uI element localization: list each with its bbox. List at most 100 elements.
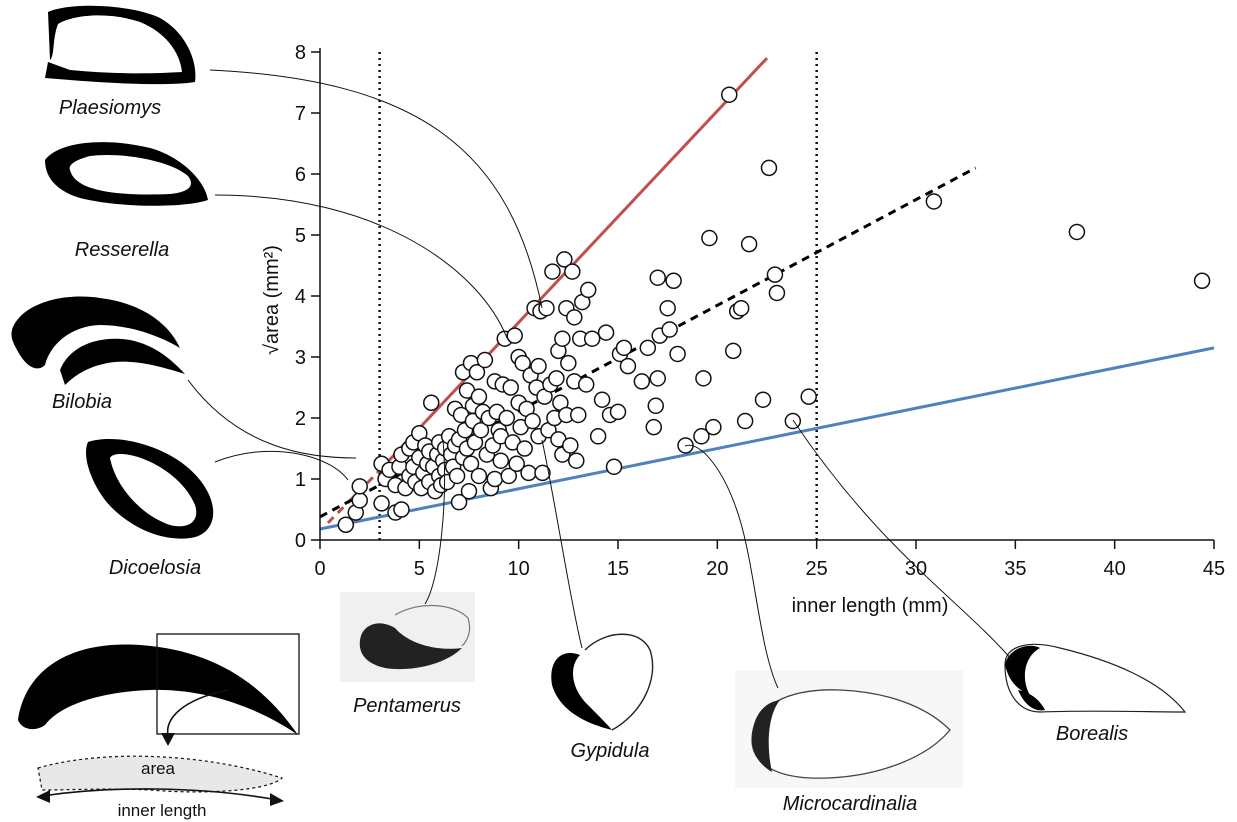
bilobia-shell-icon xyxy=(11,296,186,385)
y-axis-label: √area (mm²) xyxy=(261,245,283,355)
data-point xyxy=(724,342,742,360)
taxon-label-resserella: Resserella xyxy=(75,239,169,261)
x-tick-label: 5 xyxy=(414,558,425,580)
connector-dicoelosia xyxy=(214,450,349,481)
data-point xyxy=(593,391,611,408)
data-point xyxy=(470,467,488,485)
x-tick-label: 45 xyxy=(1203,558,1225,580)
data-point xyxy=(784,412,802,430)
data-point xyxy=(516,440,533,457)
data-point xyxy=(544,263,561,280)
data-point xyxy=(649,269,666,286)
x-axis-label: inner length (mm) xyxy=(792,595,949,617)
y-tick-label: 3 xyxy=(295,347,306,369)
data-point xyxy=(351,492,368,509)
data-point xyxy=(732,299,750,317)
data-point xyxy=(472,421,490,439)
data-point xyxy=(476,351,494,369)
y-tick-label: 5 xyxy=(295,225,306,247)
data-point xyxy=(647,397,664,415)
data-point xyxy=(534,464,551,482)
y-tick-label: 7 xyxy=(295,103,306,125)
data-point xyxy=(669,345,686,363)
data-point xyxy=(337,516,355,533)
data-point xyxy=(448,467,466,485)
dicoelosia-shell-icon xyxy=(85,439,214,539)
legend-length-arrow xyxy=(41,788,279,801)
legend-zoom-box xyxy=(156,633,300,735)
resserella-shell-icon xyxy=(45,142,208,206)
y-tick-label: 2 xyxy=(295,408,306,430)
data-point xyxy=(705,418,722,436)
x-tick-label: 35 xyxy=(1004,558,1026,580)
taxon-label-plaesiomys: Plaesiomys xyxy=(59,97,161,119)
data-point xyxy=(562,437,579,454)
y-tick-label: 0 xyxy=(295,530,306,552)
data-point xyxy=(661,321,678,338)
data-point xyxy=(530,357,547,375)
microcardinalia-shell-icon xyxy=(735,670,963,788)
data-point xyxy=(766,266,784,283)
data-point xyxy=(351,478,368,495)
connector-lines xyxy=(187,69,1013,689)
pentamerus-shell-icon xyxy=(340,592,475,682)
data-point xyxy=(492,452,510,469)
data-point xyxy=(633,373,651,390)
data-point xyxy=(538,299,555,317)
data-point xyxy=(583,330,601,347)
data-point xyxy=(925,193,943,210)
legend-length-arrowhead-right xyxy=(270,793,284,806)
gypidula-shell-icon xyxy=(551,633,654,731)
data-point xyxy=(800,388,817,405)
data-point xyxy=(570,406,587,424)
connector-gypidula xyxy=(541,439,583,649)
data-point xyxy=(736,412,754,430)
legend-arrowhead xyxy=(161,733,175,746)
data-point xyxy=(502,379,519,396)
plaesiomys-shell-icon xyxy=(45,5,196,85)
data-point xyxy=(524,412,541,430)
data-point xyxy=(760,159,778,177)
data-point xyxy=(508,455,525,472)
legend-area-label: area xyxy=(141,759,176,778)
taxon-label-gypidula: Gypidula xyxy=(571,740,650,762)
legend-shell-icon xyxy=(18,644,298,735)
y-tick-label: 8 xyxy=(295,42,306,64)
x-tick-label: 15 xyxy=(607,558,629,580)
connector-pentamerus xyxy=(424,439,445,605)
data-point xyxy=(589,428,607,445)
data-point xyxy=(462,455,480,472)
data-point xyxy=(498,409,515,427)
connector-plaesiomys xyxy=(209,69,543,309)
data-point xyxy=(695,370,712,387)
data-point xyxy=(579,281,597,299)
measurement-legend: area inner length xyxy=(18,633,300,820)
data-point xyxy=(514,354,531,372)
x-tick-label: 20 xyxy=(706,558,728,580)
taxon-label-borealis: Borealis xyxy=(1056,723,1128,745)
data-point xyxy=(1068,223,1086,241)
data-point xyxy=(740,235,758,253)
x-tick-label: 10 xyxy=(508,558,530,580)
data-point xyxy=(1193,272,1211,289)
data-point xyxy=(520,464,537,482)
connector-borealis xyxy=(792,419,1013,661)
data-points xyxy=(337,86,1211,533)
x-tick-label: 30 xyxy=(905,558,927,580)
x-tick-label: 40 xyxy=(1104,558,1126,580)
data-point xyxy=(468,364,486,381)
data-point xyxy=(423,394,440,411)
data-point xyxy=(768,284,786,302)
data-point xyxy=(597,324,615,341)
data-point xyxy=(450,493,468,511)
data-point xyxy=(373,495,390,512)
legend-length-arrowhead-left xyxy=(36,790,50,803)
data-point xyxy=(554,330,571,347)
taxon-label-bilobia: Bilobia xyxy=(52,391,112,413)
data-point xyxy=(506,327,523,344)
data-point xyxy=(577,376,595,393)
data-point xyxy=(566,309,583,326)
